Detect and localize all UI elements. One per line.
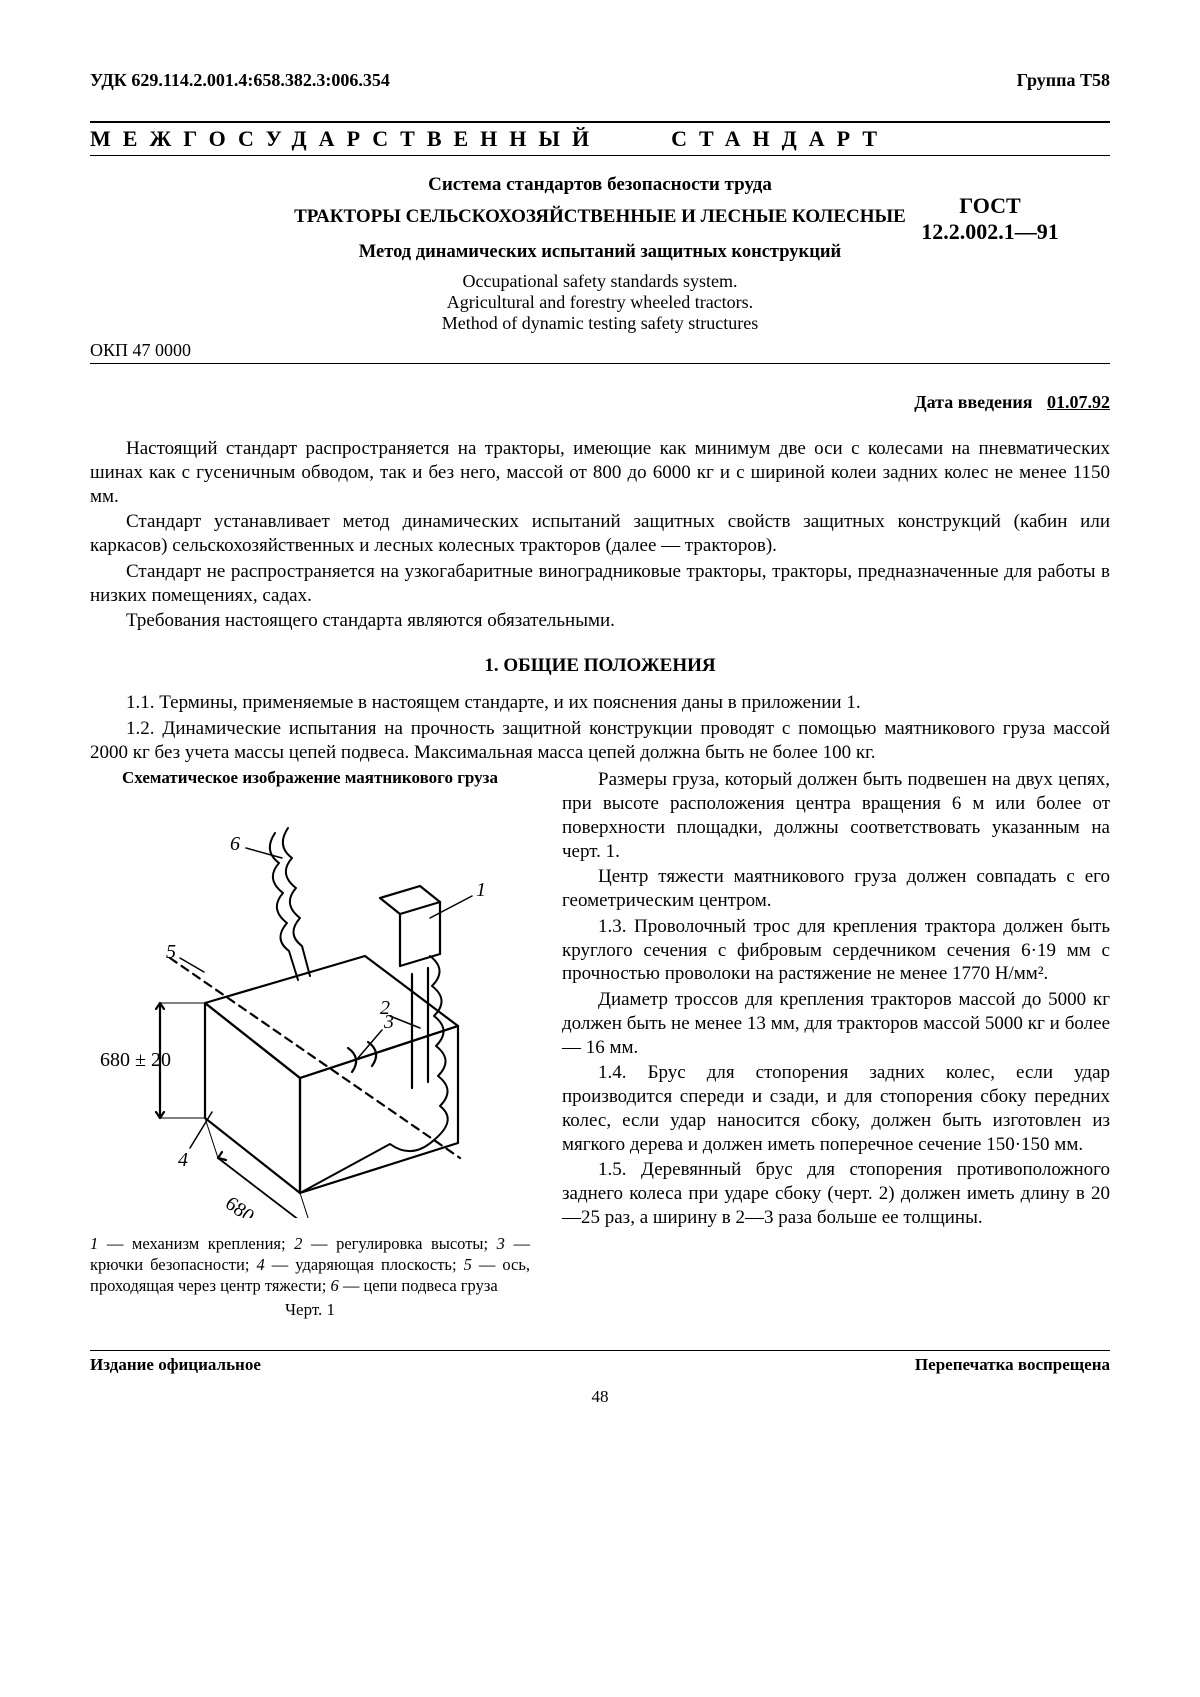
intro-p2: Стандарт устанавливает метод динамически… bbox=[90, 510, 1110, 558]
gost-block: ГОСТ 12.2.002.1—91 bbox=[870, 193, 1110, 245]
figure-diagram: 680 ± 20 680 ± 20 1 2 3 4 5 6 bbox=[100, 798, 520, 1218]
figure-legend: 1 — механизм крепления; 2 — регулировка … bbox=[90, 1234, 530, 1296]
leg-5n: 5 bbox=[464, 1255, 472, 1274]
leg-3n: 3 bbox=[497, 1234, 505, 1253]
rc-p5: 1.4. Брус для стопорения задних колес, е… bbox=[562, 1061, 1110, 1156]
header-row: УДК 629.114.2.001.4:658.382.3:006.354 Гр… bbox=[90, 70, 1110, 91]
eng-line-1: Occupational safety standards system. bbox=[90, 271, 1110, 292]
title-block: Система стандартов безопасности труда ТР… bbox=[90, 174, 1110, 334]
intro-text: Настоящий стандарт распространяется на т… bbox=[90, 437, 1110, 633]
section-1-title: 1. ОБЩИЕ ПОЛОЖЕНИЯ bbox=[90, 655, 1110, 677]
leg-4n: 4 bbox=[256, 1255, 264, 1274]
section-1-text: 1.1. Термины, применяемые в настоящем ст… bbox=[90, 691, 1110, 764]
footer-right: Перепечатка воспрещена bbox=[915, 1355, 1110, 1375]
callout-3: 3 bbox=[383, 1011, 394, 1033]
leg-6t: — цепи подвеса груза bbox=[339, 1276, 498, 1295]
intro-date: Дата введения 01.07.92 bbox=[90, 392, 1110, 413]
udk-code: УДК 629.114.2.001.4:658.382.3:006.354 bbox=[90, 70, 390, 91]
rc-p3: 1.3. Проволочный трос для крепления трак… bbox=[562, 915, 1110, 986]
footer-left: Издание официальное bbox=[90, 1355, 261, 1375]
english-block: Occupational safety standards system. Ag… bbox=[90, 271, 1110, 334]
gost-label: ГОСТ bbox=[870, 193, 1110, 219]
leg-4t: — ударяющая плоскость; bbox=[265, 1255, 464, 1274]
leg-6n: 6 bbox=[330, 1276, 338, 1295]
intro-date-label: Дата введения bbox=[914, 392, 1032, 412]
intro-p1: Настоящий стандарт распространяется на т… bbox=[90, 437, 1110, 508]
two-column: Схематическое изображение маятникового г… bbox=[90, 768, 1110, 1320]
okp-code: ОКП 47 0000 bbox=[90, 340, 1110, 361]
dim-left: 680 ± 20 bbox=[100, 1049, 171, 1071]
right-column: Размеры груза, который должен быть подве… bbox=[562, 768, 1110, 1320]
figure-number: Черт. 1 bbox=[90, 1300, 530, 1320]
rc-p4: Диаметр троссов для крепления тракторов … bbox=[562, 988, 1110, 1059]
sub-title: Метод динамических испытаний защитных ко… bbox=[90, 242, 1110, 263]
banner: МЕЖГОСУДАРСТВЕННЫЙ СТАНДАРТ bbox=[90, 121, 1110, 156]
figure-caption-top: Схематическое изображение маятникового г… bbox=[90, 768, 530, 788]
banner-word-1: МЕЖГОСУДАРСТВЕННЫЙ bbox=[90, 126, 601, 151]
intro-p4: Требования настоящего стандарта являются… bbox=[90, 609, 1110, 633]
eng-line-2: Agricultural and forestry wheeled tracto… bbox=[90, 292, 1110, 313]
callout-6: 6 bbox=[230, 833, 240, 855]
eng-line-3: Method of dynamic testing safety structu… bbox=[90, 313, 1110, 334]
callout-5: 5 bbox=[166, 941, 176, 963]
rc-p2: Центр тяжести маятникового груза должен … bbox=[562, 865, 1110, 913]
intro-date-value: 01.07.92 bbox=[1047, 392, 1110, 412]
rc-p6: 1.5. Деревянный брус для стопорения про­… bbox=[562, 1158, 1110, 1229]
group-code: Группа Т58 bbox=[1017, 70, 1110, 91]
callout-4: 4 bbox=[178, 1149, 188, 1171]
rule-under-okp bbox=[90, 363, 1110, 364]
p-1-2: 1.2. Динамические испытания на прочность… bbox=[90, 717, 1110, 765]
banner-word-2: СТАНДАРТ bbox=[671, 126, 889, 151]
left-column: Схематическое изображение маятникового г… bbox=[90, 768, 530, 1320]
page: УДК 629.114.2.001.4:658.382.3:006.354 Гр… bbox=[90, 70, 1110, 1407]
p-1-1: 1.1. Термины, применяемые в настоящем ст… bbox=[90, 691, 1110, 715]
leg-1t: — механизм крепления; bbox=[98, 1234, 294, 1253]
callout-1: 1 bbox=[476, 879, 486, 901]
intro-p3: Стандарт не распространяется на узкогаба… bbox=[90, 560, 1110, 608]
pendulum-svg: 680 ± 20 680 ± 20 1 2 3 4 5 6 bbox=[100, 798, 520, 1218]
gost-number: 12.2.002.1—91 bbox=[870, 219, 1110, 245]
rc-p1: Размеры груза, который должен быть подве… bbox=[562, 768, 1110, 863]
leg-1n: 1 bbox=[90, 1234, 98, 1253]
leg-2t: — регулировка высоты; bbox=[302, 1234, 496, 1253]
page-number: 48 bbox=[90, 1387, 1110, 1407]
footer: Издание официальное Перепечатка воспреще… bbox=[90, 1350, 1110, 1375]
